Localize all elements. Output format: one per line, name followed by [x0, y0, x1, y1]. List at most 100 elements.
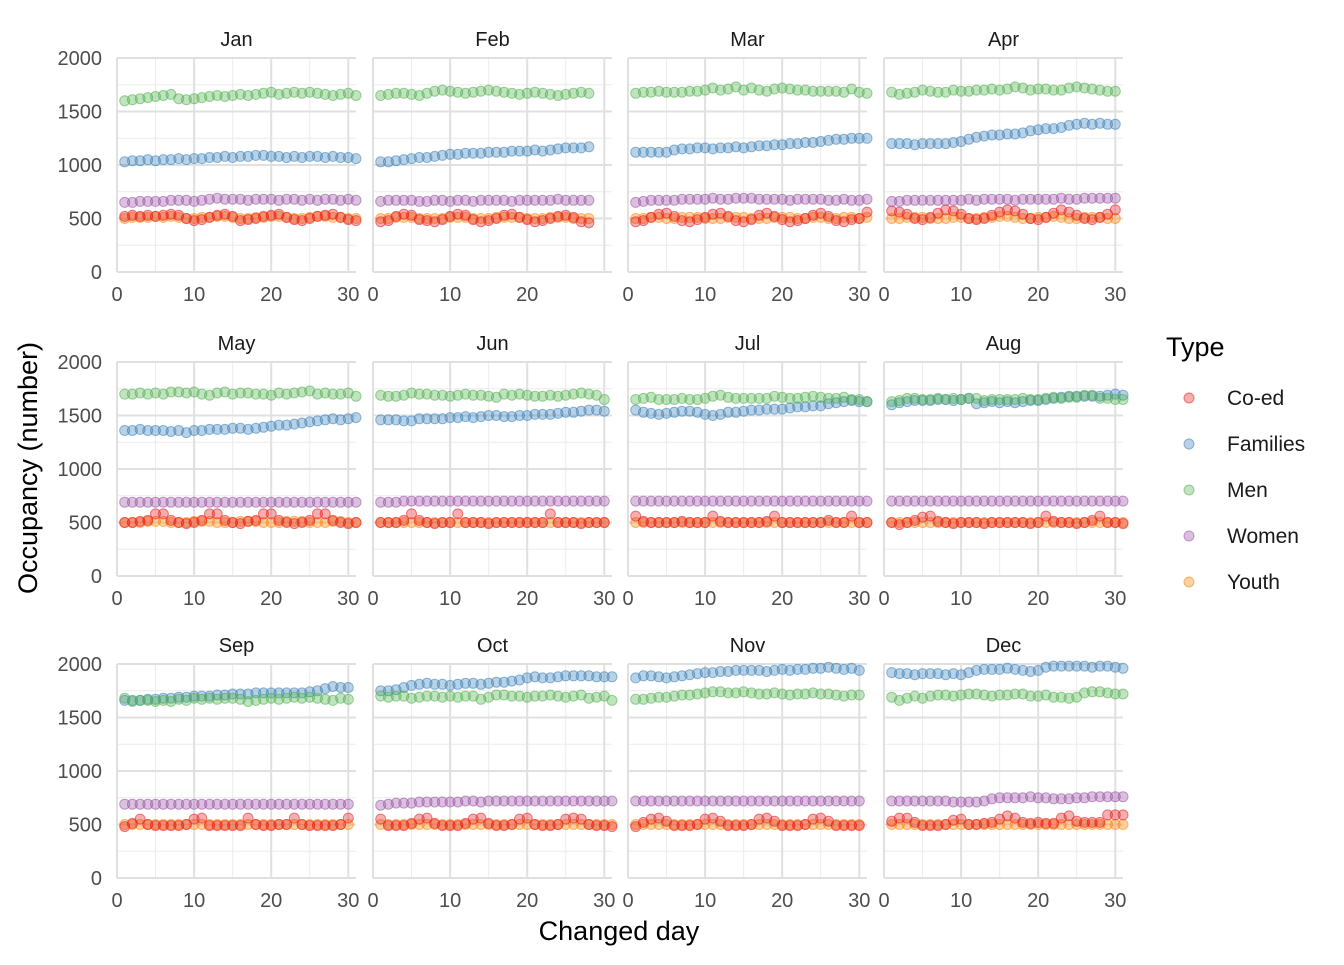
data-point: [606, 671, 618, 683]
data-point: [157, 154, 169, 166]
data-point: [838, 495, 850, 507]
legend-key: [1183, 438, 1195, 450]
data-point: [853, 495, 865, 507]
data-point: [1102, 791, 1114, 803]
data-point: [281, 496, 293, 508]
data-point: [258, 798, 269, 810]
data-point: [575, 795, 587, 807]
data-point: [753, 795, 765, 807]
data-point: [242, 496, 254, 508]
data-point: [745, 495, 757, 507]
data-point: [452, 508, 464, 520]
data-point: [699, 667, 711, 679]
data-point: [730, 664, 742, 676]
data-point: [304, 416, 316, 428]
y-tick-label: 1000: [58, 459, 103, 481]
data-point: [250, 514, 262, 526]
data-point: [413, 195, 425, 207]
data-point: [924, 668, 936, 680]
data-point: [917, 495, 928, 507]
data-point: [142, 425, 154, 436]
data-point: [234, 820, 246, 832]
data-point: [846, 495, 858, 507]
data-point: [978, 193, 990, 205]
data-point: [853, 132, 865, 144]
data-point: [707, 795, 719, 807]
data-point: [227, 820, 239, 832]
data-point: [807, 662, 819, 674]
data-point: [653, 394, 665, 405]
data-point: [560, 813, 572, 825]
data-point: [753, 193, 765, 205]
data-point: [150, 91, 161, 102]
data-point: [886, 213, 898, 224]
data-point: [390, 87, 402, 99]
data-point: [537, 517, 549, 528]
data-point: [769, 139, 780, 151]
data-point: [784, 392, 796, 404]
data-point: [180, 819, 192, 830]
data-point: [1071, 118, 1083, 130]
data-point: [722, 495, 734, 507]
data-point: [1025, 495, 1036, 507]
data-point: [398, 495, 410, 507]
data-point: [823, 495, 834, 507]
data-point: [281, 819, 293, 830]
facet-strip-label: Nov: [730, 635, 766, 657]
data-point: [544, 517, 556, 528]
data-point: [242, 798, 254, 810]
legend-label: Women: [1227, 525, 1299, 548]
data-point: [917, 194, 928, 206]
data-point: [1079, 192, 1090, 204]
facet-panel-apr: Apr 0 10 20 30: [878, 29, 1126, 306]
data-point: [429, 389, 441, 401]
data-point: [188, 425, 200, 436]
data-point: [173, 496, 185, 508]
x-tick-label: 10: [439, 588, 461, 610]
data-point: [799, 819, 811, 830]
data-point: [722, 820, 734, 832]
x-tick-label: 10: [183, 890, 205, 912]
data-point: [560, 142, 572, 154]
data-point: [645, 517, 657, 528]
data-point: [653, 146, 665, 158]
data-point: [514, 194, 525, 206]
data-point: [552, 819, 564, 830]
data-point: [304, 150, 316, 162]
data-point: [350, 390, 362, 402]
data-point: [1094, 510, 1106, 522]
data-point: [157, 798, 169, 810]
data-point: [506, 495, 518, 507]
data-point: [1009, 517, 1021, 528]
data-point: [784, 517, 796, 528]
data-point: [436, 495, 448, 507]
data-point: [924, 510, 936, 522]
data-point: [1086, 816, 1098, 828]
data-point: [165, 386, 177, 398]
data-point: [661, 86, 672, 98]
data-point: [119, 496, 131, 508]
data-point: [661, 394, 672, 405]
data-point: [745, 517, 757, 528]
data-point: [932, 86, 944, 98]
data-point: [1079, 816, 1090, 828]
data-point: [815, 495, 827, 507]
data-point: [661, 495, 672, 507]
data-point: [745, 404, 757, 416]
data-point: [815, 688, 827, 700]
data-point: [1063, 495, 1075, 507]
data-point: [204, 798, 215, 810]
data-point: [157, 820, 169, 832]
x-tick-label: 10: [950, 588, 972, 610]
data-point: [258, 508, 269, 520]
data-point: [1109, 791, 1121, 803]
data-point: [521, 495, 533, 507]
data-point: [893, 138, 905, 150]
data-point: [1102, 118, 1114, 130]
data-point: [165, 194, 177, 206]
data-point: [142, 798, 154, 810]
data-point: [630, 693, 642, 705]
data-point: [521, 194, 533, 206]
legend-label: Men: [1227, 479, 1268, 502]
